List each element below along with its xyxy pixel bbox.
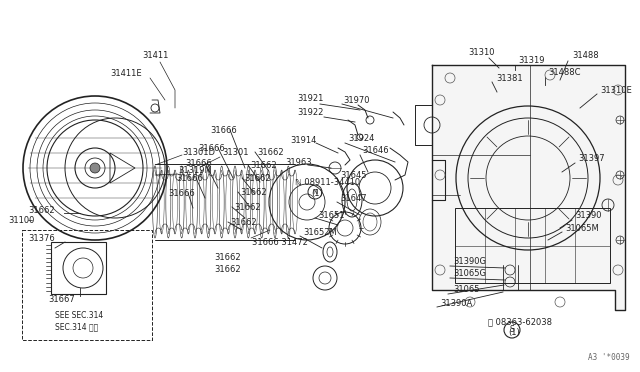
Text: Ⓢ 08363-62038: Ⓢ 08363-62038 bbox=[488, 317, 552, 327]
Text: A3 '*0039: A3 '*0039 bbox=[588, 353, 630, 362]
Text: 31970: 31970 bbox=[343, 96, 369, 105]
Text: (1): (1) bbox=[508, 328, 520, 337]
Text: 31390A: 31390A bbox=[440, 299, 472, 308]
Text: 31662: 31662 bbox=[244, 173, 271, 183]
Text: N: N bbox=[312, 189, 317, 195]
Text: 31667: 31667 bbox=[48, 295, 75, 305]
Text: 31922: 31922 bbox=[297, 108, 323, 116]
Text: 31411E: 31411E bbox=[110, 68, 141, 77]
Polygon shape bbox=[432, 65, 625, 310]
Text: 31646: 31646 bbox=[362, 145, 388, 154]
Text: 31666: 31666 bbox=[168, 189, 195, 198]
Text: 31921: 31921 bbox=[297, 93, 323, 103]
Text: 31666: 31666 bbox=[210, 125, 237, 135]
Text: 31065: 31065 bbox=[453, 285, 479, 295]
Text: 31301: 31301 bbox=[222, 148, 248, 157]
Text: (1): (1) bbox=[311, 189, 323, 198]
Text: 31662: 31662 bbox=[250, 160, 276, 170]
Text: SEC.314 参図: SEC.314 参図 bbox=[55, 323, 99, 331]
Text: 31310: 31310 bbox=[468, 48, 495, 57]
Text: 31390: 31390 bbox=[575, 211, 602, 219]
Text: 31924: 31924 bbox=[348, 134, 374, 142]
Text: 31963: 31963 bbox=[285, 157, 312, 167]
Text: 31647: 31647 bbox=[340, 193, 367, 202]
Text: 31411: 31411 bbox=[142, 51, 168, 60]
Text: 31645: 31645 bbox=[340, 170, 367, 180]
Bar bbox=[22, 230, 152, 340]
Text: 31390G: 31390G bbox=[453, 257, 486, 266]
Text: 31488: 31488 bbox=[572, 51, 598, 60]
Text: 31065G: 31065G bbox=[453, 269, 486, 279]
Text: 31662: 31662 bbox=[240, 187, 267, 196]
Bar bbox=[51, 242, 106, 294]
Text: 31662: 31662 bbox=[257, 148, 284, 157]
Text: 31662: 31662 bbox=[230, 218, 257, 227]
Text: 31662: 31662 bbox=[214, 266, 241, 275]
Text: 31666: 31666 bbox=[185, 158, 212, 167]
Circle shape bbox=[90, 163, 100, 173]
Text: 31376: 31376 bbox=[28, 234, 55, 243]
Text: SEE SEC.314: SEE SEC.314 bbox=[55, 311, 103, 321]
Text: 31381: 31381 bbox=[496, 74, 523, 83]
Text: 31651: 31651 bbox=[318, 211, 344, 219]
Text: 31100: 31100 bbox=[8, 215, 35, 224]
Text: 31662: 31662 bbox=[28, 205, 54, 215]
Text: 31662: 31662 bbox=[234, 202, 260, 212]
Text: 31310E: 31310E bbox=[600, 86, 632, 94]
Text: 31319M: 31319M bbox=[178, 166, 212, 174]
Text: 31319: 31319 bbox=[518, 55, 545, 64]
Text: 31301D: 31301D bbox=[182, 148, 215, 157]
Text: 31666: 31666 bbox=[198, 144, 225, 153]
Text: 31488C: 31488C bbox=[548, 67, 580, 77]
Text: ℕ 08911-34410: ℕ 08911-34410 bbox=[295, 177, 360, 186]
Text: 31652M: 31652M bbox=[303, 228, 337, 237]
Bar bbox=[455, 208, 610, 283]
Text: 31662: 31662 bbox=[214, 253, 241, 263]
Text: 31666 31472: 31666 31472 bbox=[252, 237, 308, 247]
Text: 31397: 31397 bbox=[578, 154, 605, 163]
Text: 31065M: 31065M bbox=[565, 224, 599, 232]
Text: 31666: 31666 bbox=[176, 173, 203, 183]
Text: S: S bbox=[509, 326, 515, 334]
Text: 31914: 31914 bbox=[290, 135, 316, 144]
